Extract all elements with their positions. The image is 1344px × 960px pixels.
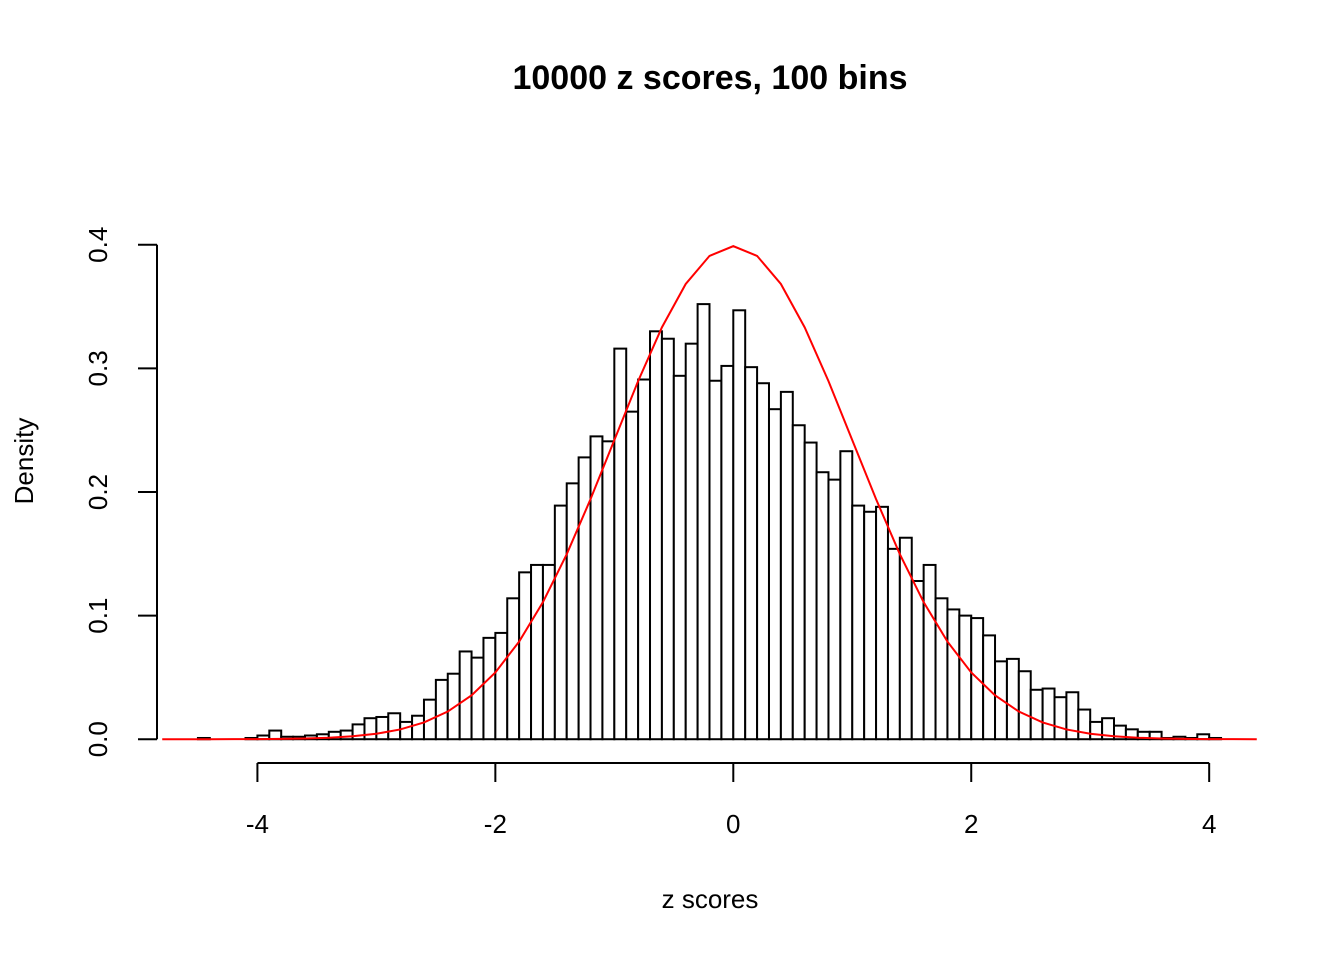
bar xyxy=(1077,708,1092,741)
bar xyxy=(708,379,723,741)
bar xyxy=(934,597,949,741)
bar xyxy=(339,729,354,741)
bar xyxy=(744,366,759,741)
bar xyxy=(613,347,628,741)
bar xyxy=(458,650,473,741)
bar xyxy=(1005,657,1020,741)
density-curve xyxy=(162,245,1257,741)
y-tick-label: 0.0 xyxy=(83,721,113,757)
bar xyxy=(756,382,770,741)
bar xyxy=(779,390,794,741)
x-tick-label: -2 xyxy=(484,809,507,839)
bar xyxy=(720,364,735,741)
bar xyxy=(803,441,818,741)
bar xyxy=(375,715,390,741)
bar xyxy=(672,374,687,741)
bar xyxy=(815,471,830,741)
bar xyxy=(363,717,378,741)
y-tick-label: 0.4 xyxy=(83,227,113,263)
bar xyxy=(625,410,640,741)
bar xyxy=(696,303,711,741)
bar xyxy=(684,342,699,741)
chart-title: 10000 z scores, 100 bins xyxy=(512,59,907,97)
bar xyxy=(399,720,414,741)
bar xyxy=(637,378,652,741)
bar xyxy=(863,510,878,741)
y-axis-label: Density xyxy=(9,418,39,505)
bar xyxy=(565,482,580,741)
bar xyxy=(494,631,509,741)
x-axis-label: z scores xyxy=(662,884,759,914)
bar xyxy=(839,450,854,741)
y-tick-label: 0.3 xyxy=(83,350,113,386)
bar xyxy=(577,456,592,741)
bar xyxy=(1029,688,1044,741)
bar xyxy=(851,504,866,741)
y-tick-label: 0.1 xyxy=(83,598,113,634)
bar xyxy=(767,408,782,741)
bar xyxy=(791,424,806,741)
bar xyxy=(732,309,747,741)
bar xyxy=(1089,720,1104,741)
bar xyxy=(886,547,901,741)
bar xyxy=(946,608,961,741)
bar xyxy=(660,337,675,741)
bar xyxy=(470,656,485,741)
bar xyxy=(506,597,521,741)
bar xyxy=(1053,696,1068,741)
x-tick-label: 4 xyxy=(1202,809,1216,839)
x-tick-label: 2 xyxy=(964,809,978,839)
bar xyxy=(922,563,937,741)
bar xyxy=(530,563,544,741)
bar xyxy=(827,478,842,741)
bar xyxy=(482,636,497,741)
y-tick-label: 0.2 xyxy=(83,474,113,510)
bar xyxy=(387,712,402,741)
bar xyxy=(1041,687,1056,741)
x-tick-label: 0 xyxy=(726,809,740,839)
bar xyxy=(518,571,533,741)
bar xyxy=(1017,670,1032,741)
bar xyxy=(649,330,663,741)
bar xyxy=(875,505,889,741)
bar xyxy=(910,580,925,741)
bar xyxy=(601,440,616,741)
bar xyxy=(434,678,449,741)
bar xyxy=(982,634,997,741)
bar xyxy=(958,614,973,741)
bar xyxy=(411,714,425,741)
bar xyxy=(553,504,568,741)
x-tick-label: -4 xyxy=(246,809,269,839)
